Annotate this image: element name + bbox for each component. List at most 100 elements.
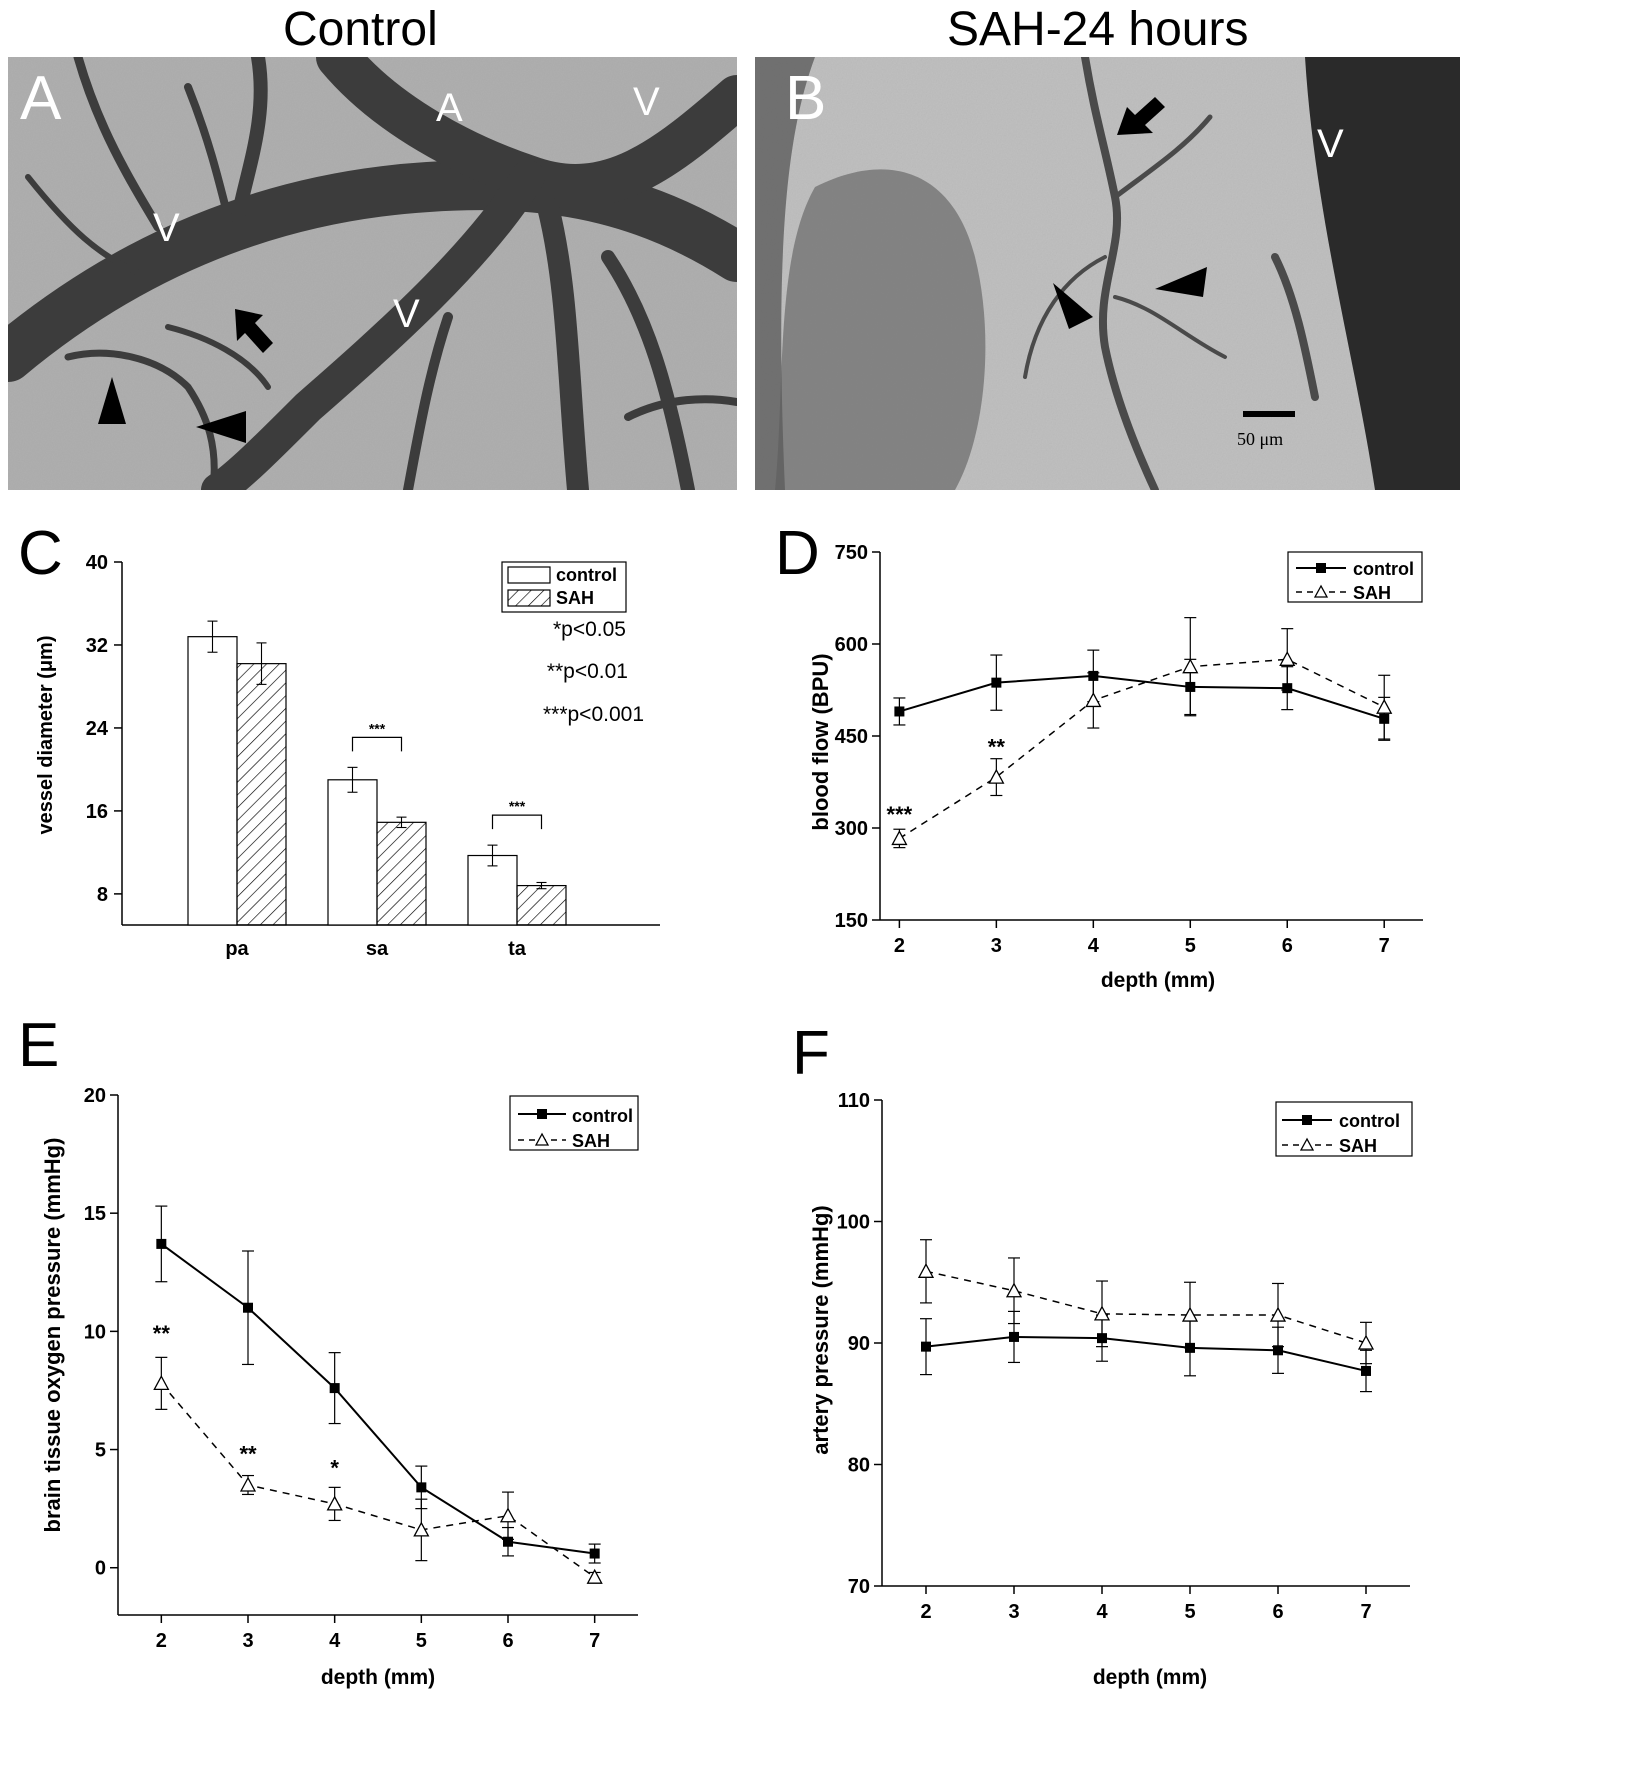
e-point-sah — [153, 1374, 170, 1391]
d-legend-label-control: control — [1353, 559, 1414, 579]
c-ylabel: vessel diameter (μm) — [35, 636, 57, 835]
e-xtick-label: 2 — [156, 1630, 167, 1652]
f-ytick-label: 80 — [848, 1455, 870, 1477]
c-ytick-label: 40 — [86, 552, 108, 574]
d-xtick-label: 3 — [991, 935, 1002, 957]
f-ytick-label: 110 — [838, 1090, 870, 1112]
d-point-sah — [988, 768, 1005, 784]
d-ytick-label: 750 — [835, 542, 868, 564]
e-xlabel: depth (mm) — [321, 1666, 435, 1689]
control-title: Control — [283, 3, 438, 56]
f-line-control — [925, 1335, 1367, 1372]
d-point-control — [894, 706, 905, 717]
f-xtick-label: 7 — [1360, 1601, 1371, 1623]
c-note-p001: **p<0.01 — [547, 660, 628, 683]
e-xtick-label: 7 — [589, 1630, 600, 1652]
e-point-control — [243, 1302, 253, 1313]
arrowhead-icon — [98, 377, 126, 424]
c-bar-sah-pa — [236, 663, 287, 926]
f-ylabel: artery pressure (mmHg) — [808, 1205, 833, 1454]
e-xtick-label: 3 — [242, 1630, 253, 1652]
e-point-control — [329, 1383, 340, 1394]
d-ytick-label: 150 — [835, 910, 868, 932]
sah-24h-title: SAH-24 hours — [947, 3, 1249, 56]
panel-letter-d: D — [775, 519, 820, 588]
scale-bar — [1243, 411, 1295, 417]
panel-letter-f: F — [792, 1019, 830, 1088]
micrograph-a: A A V V V — [8, 57, 737, 490]
c-legend-label-sah: SAH — [556, 588, 594, 608]
arrow-icon — [235, 309, 273, 353]
e-point-sah — [413, 1521, 430, 1537]
d-point-sah — [1376, 698, 1393, 714]
e-point-control — [156, 1238, 167, 1249]
e-ylabel: brain tissue oxygen pressure (mmHg) — [40, 1138, 65, 1533]
f-ytick-label: 70 — [848, 1576, 870, 1598]
f-point-sah — [1357, 1334, 1375, 1350]
f-xtick-label: 6 — [1272, 1601, 1283, 1623]
c-bar-sah-sa — [376, 821, 427, 926]
c-ytick-label: 32 — [86, 635, 108, 657]
vessel-labels-a: A A V V V — [20, 64, 660, 336]
e-annotation: ** — [153, 1321, 171, 1346]
f-legend-label-sah: SAH — [1339, 1136, 1377, 1156]
d-annotation: *** — [887, 802, 913, 827]
vessel-label-vein-3: V — [393, 292, 420, 336]
c-legend-swatch-sah — [507, 589, 551, 607]
panel-letter-c: C — [18, 519, 63, 588]
e-ytick-label: 20 — [84, 1085, 106, 1107]
e-ytick-label: 10 — [84, 1321, 106, 1343]
c-xtick-label: sa — [366, 938, 389, 960]
f-point-control — [1273, 1345, 1283, 1356]
c-bar-control-pa — [187, 636, 238, 926]
c-note-p005: *p<0.05 — [553, 618, 626, 641]
arrowhead-icon — [1155, 267, 1207, 297]
e-point-sah — [326, 1495, 343, 1511]
c-significance-label: *** — [369, 720, 386, 736]
c-xtick-label: ta — [508, 938, 527, 960]
e-ytick-label: 0 — [95, 1558, 106, 1580]
f-point-sah — [1181, 1306, 1199, 1322]
e-line-control — [160, 1243, 595, 1555]
d-line-sah — [898, 658, 1385, 840]
e-line-sah — [160, 1382, 596, 1578]
f-point-sah — [1005, 1282, 1023, 1298]
d-ytick-label: 600 — [835, 634, 868, 656]
d-xtick-label: 5 — [1185, 935, 1196, 957]
e-legend-label-control: control — [572, 1106, 633, 1126]
vessel-label-artery: A — [436, 86, 463, 130]
scale-bar-label: 50 μm — [1237, 429, 1283, 449]
d-point-sah — [1182, 658, 1199, 674]
e-legend-label-sah: SAH — [572, 1131, 610, 1151]
f-line-sah — [925, 1270, 1367, 1344]
e-xtick-label: 5 — [416, 1630, 427, 1652]
f-xtick-label: 2 — [920, 1601, 931, 1623]
d-ylabel: blood flow (BPU) — [808, 653, 833, 830]
c-ytick-label: 16 — [86, 801, 108, 823]
d-xtick-label: 2 — [894, 935, 905, 957]
d-point-sah — [891, 830, 908, 846]
micrograph-b: B V 50 μm — [755, 57, 1460, 490]
f-point-control — [921, 1341, 931, 1352]
d-ytick-label: 300 — [835, 818, 868, 840]
d-legend: control SAH — [1287, 551, 1423, 603]
micrograph-letter-a: A — [20, 64, 62, 133]
f-xtick-label: 4 — [1096, 1601, 1108, 1623]
d-point-control — [991, 677, 1002, 688]
e-point-sah — [586, 1568, 603, 1584]
f-ytick-label: 90 — [848, 1333, 870, 1355]
chart-c: 8 16 24 32 40 pa sa ta *** *** vessel diameter (μ… — [35, 552, 660, 960]
e-point-control — [589, 1548, 600, 1559]
c-xtick-label: pa — [225, 938, 249, 960]
arrowhead-icon — [1053, 283, 1093, 329]
d-xtick-label: 7 — [1379, 935, 1390, 957]
e-annotation: * — [330, 1456, 339, 1481]
d-annotation: ** — [988, 734, 1006, 759]
e-point-control — [503, 1536, 513, 1547]
arrow-markers-b — [1053, 97, 1207, 329]
panel-letter-e: E — [18, 1011, 60, 1080]
e-xtick-label: 4 — [329, 1630, 341, 1652]
e-xtick-label: 6 — [502, 1630, 513, 1652]
f-point-sah — [1269, 1306, 1287, 1322]
